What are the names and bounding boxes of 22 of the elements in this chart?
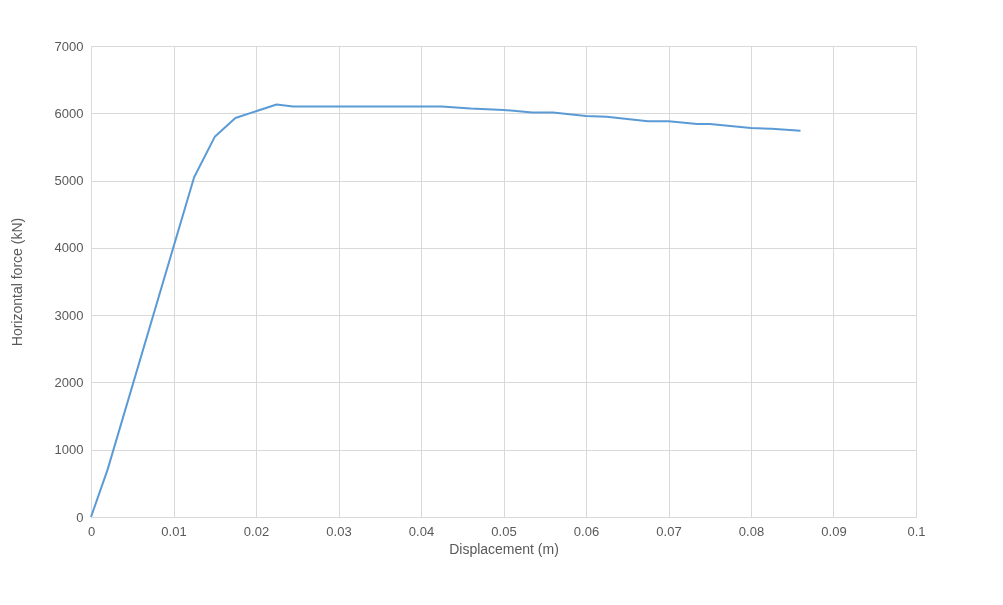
y-tick-label: 6000 bbox=[54, 105, 84, 121]
x-tick-label: 0.02 bbox=[243, 523, 270, 539]
x-tick-label: 0 bbox=[87, 523, 96, 539]
y-tick-label: 2000 bbox=[54, 374, 84, 390]
x-tick-label: 0.01 bbox=[161, 523, 187, 539]
x-axis-title: Displacement (m) bbox=[449, 540, 559, 557]
y-tick-label: 7000 bbox=[54, 38, 84, 54]
line-series bbox=[90, 103, 802, 518]
y-tick-label: 1000 bbox=[54, 442, 84, 458]
x-tick-label: 0.06 bbox=[573, 523, 600, 539]
x-tick-label: 0.1 bbox=[907, 523, 926, 539]
x-tick-label: 0.09 bbox=[821, 523, 847, 539]
x-tick-label: 0.07 bbox=[656, 523, 682, 539]
x-tick-label: 0.05 bbox=[491, 523, 517, 539]
x-tick-label: 0.08 bbox=[738, 523, 765, 539]
x-tick-label: 0.03 bbox=[326, 523, 352, 539]
y-tick-label: 5000 bbox=[54, 173, 84, 189]
y-axis-title: Horizontal force (kN) bbox=[8, 217, 25, 347]
y-tick-label: 0 bbox=[76, 509, 84, 525]
x-tick-label: 0.04 bbox=[408, 523, 435, 539]
y-tick-label: 4000 bbox=[54, 240, 84, 256]
y-tick-label: 3000 bbox=[54, 307, 84, 323]
